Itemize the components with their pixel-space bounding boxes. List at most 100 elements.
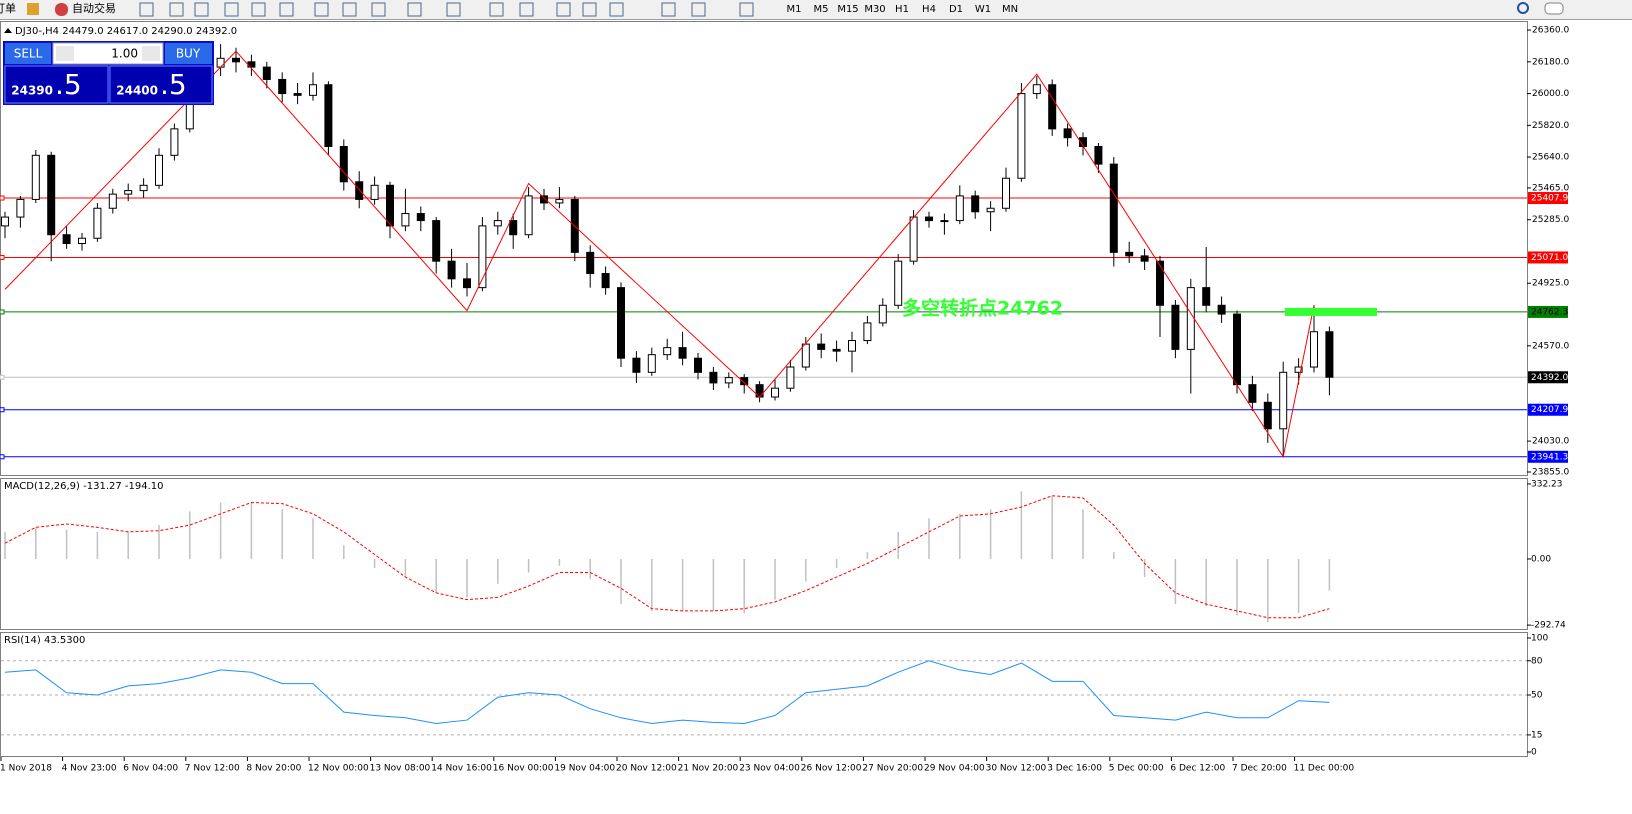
candle-body	[1156, 260, 1164, 306]
chat-icon[interactable]	[1544, 2, 1564, 15]
tool-icon[interactable]	[279, 2, 294, 17]
macd-bar	[959, 513, 961, 559]
tool-icon[interactable]	[251, 2, 266, 17]
tool-icon[interactable]	[371, 2, 386, 17]
candle-body	[940, 220, 949, 223]
macd-bar	[466, 558, 468, 598]
timeframe-button[interactable]: M1	[787, 4, 802, 15]
macd-bar	[1113, 552, 1115, 559]
x-tick-label: 23 Nov 04:00	[739, 764, 800, 774]
candle-body	[108, 193, 117, 209]
collapse-icon[interactable]	[4, 28, 12, 33]
tool-icon[interactable]	[489, 2, 504, 17]
tool-icon[interactable]	[739, 2, 754, 17]
x-tick-label: 7 Nov 12:00	[185, 764, 240, 774]
tool-icon[interactable]	[314, 2, 329, 17]
timeframe-button[interactable]: H4	[922, 4, 936, 15]
candle-body	[124, 190, 133, 195]
timeframe-button[interactable]: M5	[814, 4, 829, 15]
candle-body	[1263, 401, 1272, 430]
level-handle	[0, 309, 5, 315]
macd-bar	[897, 531, 899, 559]
tool-icon[interactable]	[342, 2, 357, 17]
tool-icon[interactable]	[556, 2, 571, 17]
candle-body	[447, 260, 456, 280]
toolbar: 订单 自动交易 M1 M5 M15 M30 H1 H4 D1 W1 MN	[0, 0, 1632, 20]
y-tick-label: 50	[1531, 691, 1543, 701]
candle-body	[155, 154, 163, 186]
macd-bar	[774, 558, 776, 600]
lots-up[interactable]	[142, 46, 160, 61]
y-tick-label: 332.23	[1531, 479, 1563, 489]
rsi-line	[4, 660, 1330, 725]
macd-bar	[96, 531, 99, 559]
timeframe-button[interactable]: M30	[864, 4, 885, 15]
macd-bar	[1020, 491, 1023, 559]
ask-box[interactable]	[109, 65, 213, 104]
candle-body	[925, 216, 933, 222]
candle-body	[878, 304, 887, 324]
timeframe-button[interactable]: D1	[949, 4, 963, 15]
order-button[interactable]: 订单	[0, 2, 16, 15]
tool-icon[interactable]	[609, 2, 624, 17]
tool-icon[interactable]	[519, 2, 534, 17]
tool-icon[interactable]	[661, 2, 676, 17]
candle-body	[1186, 287, 1195, 350]
candle-body	[1233, 313, 1241, 386]
macd-bar	[989, 509, 992, 559]
macd-bar	[4, 531, 6, 559]
ask-tail: .5	[160, 68, 187, 101]
tool-icon[interactable]	[194, 2, 209, 17]
icon[interactable]	[55, 3, 68, 16]
level-handle	[0, 374, 5, 380]
tool-icon[interactable]	[407, 2, 422, 17]
timeframe-button[interactable]: MN	[1002, 4, 1018, 15]
macd-frame	[0, 478, 1528, 630]
macd-bar	[928, 518, 930, 559]
macd-bar	[435, 558, 437, 593]
macd-signal	[4, 495, 1330, 619]
y-tick-label: -292.74	[1531, 621, 1566, 631]
tool-icon[interactable]	[224, 2, 239, 17]
auto-trading-button[interactable]: 自动交易	[72, 1, 116, 15]
macd-bar	[343, 545, 345, 559]
timeframe-button[interactable]: M15	[837, 4, 858, 15]
buy-button[interactable]	[165, 43, 212, 64]
search-icon[interactable]	[1517, 2, 1529, 14]
sell-button[interactable]	[5, 43, 51, 64]
candle-body	[1048, 84, 1057, 130]
macd-bar	[835, 558, 838, 569]
sell-label[interactable]: SELL	[14, 47, 43, 61]
turning-point-marker	[1285, 307, 1377, 316]
tool-icon[interactable]	[691, 2, 706, 17]
timeframe-button[interactable]: H1	[895, 4, 909, 15]
level-label-bg	[1528, 251, 1568, 264]
candle-body	[986, 207, 995, 213]
lots-input[interactable]	[52, 42, 164, 65]
tool-icon[interactable]	[139, 2, 154, 17]
macd-bar	[589, 558, 591, 580]
y-tick-label: 15	[1531, 730, 1542, 740]
y-tick-label: 26000.0	[1532, 89, 1569, 99]
bid-box[interactable]	[4, 65, 109, 104]
macd-bar	[1297, 558, 1300, 614]
lots-value[interactable]: 1.00	[111, 47, 138, 61]
candle-body	[493, 220, 502, 227]
candle-body	[647, 354, 656, 373]
bid-price: 24390	[11, 84, 53, 98]
tool-icon[interactable]	[582, 2, 597, 17]
level-label-bg	[1528, 192, 1568, 205]
x-tick-label: 16 Nov 00:00	[493, 764, 554, 774]
candle-body	[478, 225, 487, 289]
y-tick-label: 23855.0	[1532, 468, 1569, 478]
level-label: 23941.3	[1531, 452, 1568, 462]
tool-icon[interactable]	[169, 2, 184, 17]
lots-down[interactable]	[56, 46, 74, 61]
candle-body	[78, 237, 86, 245]
tool-icon[interactable]	[446, 2, 461, 17]
timeframe-button[interactable]: W1	[975, 4, 991, 15]
candle-body	[1, 216, 9, 227]
buy-label[interactable]: BUY	[176, 47, 201, 61]
icon[interactable]	[27, 3, 39, 15]
